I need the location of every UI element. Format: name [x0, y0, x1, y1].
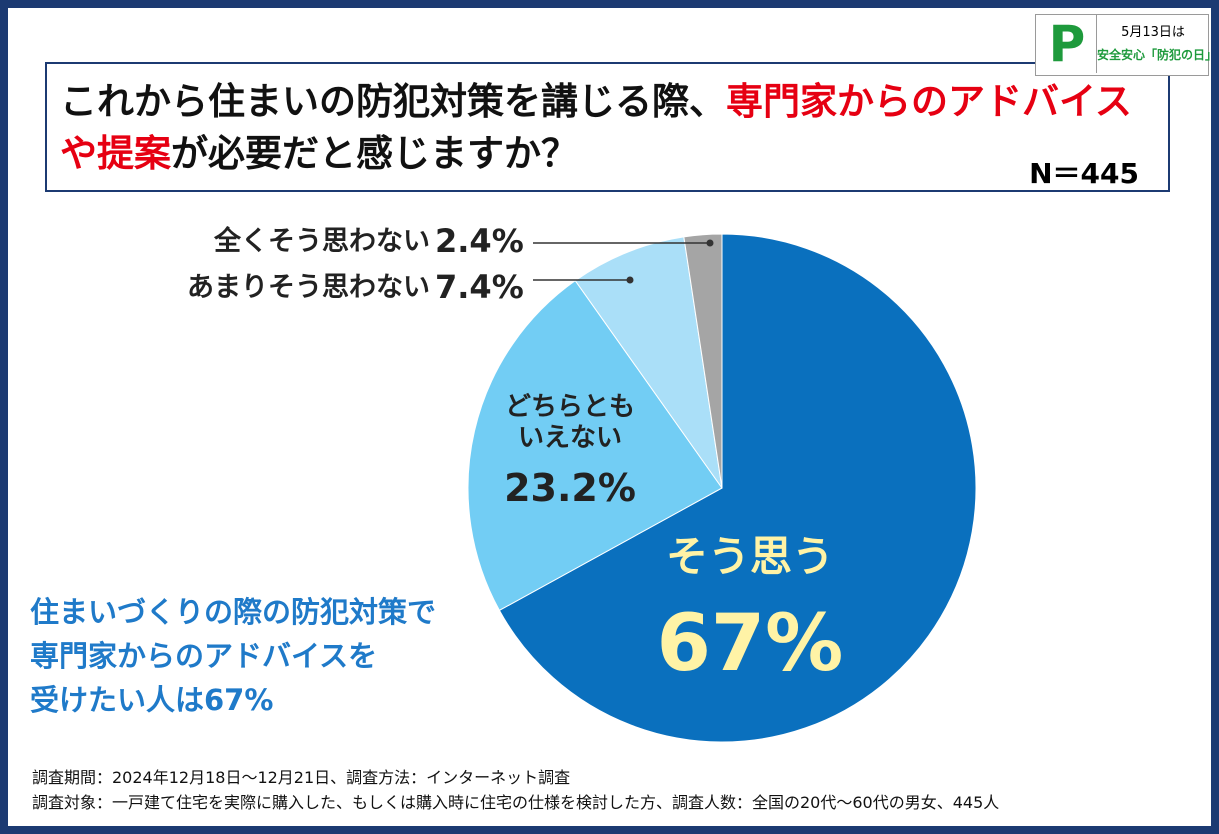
chart-title: これから住まいの防犯対策を講じる際、専門家からのアドバイスや提案が必要だと感じま…: [60, 76, 1132, 180]
value-label: 7.4%: [435, 268, 524, 306]
logo: P 5月13日は 安全安心「防犯の日」: [1035, 14, 1218, 76]
pie-slice: [467, 279, 723, 612]
annotation-line: 住まいづくりの際の防犯対策で: [30, 595, 437, 629]
title-part: これから住まいの防犯対策を講じる際、: [60, 80, 726, 123]
annotation-line: 受けたい人は67%: [30, 683, 274, 717]
sample-size: N＝445: [1029, 157, 1139, 190]
logo-line: 安全安心「防犯の日」: [1097, 48, 1218, 62]
logo-text: 5月13日は 安全安心「防犯の日」: [1096, 15, 1218, 73]
category-label: あまりそう思わない: [187, 272, 430, 303]
logo-letter: P: [1048, 15, 1086, 73]
value-label: 2.4%: [435, 222, 524, 260]
value-label: 67%: [656, 599, 844, 689]
footnotes: 調査期間：2024年12月18日～12月21日、調査方法：インターネット調査 調…: [32, 765, 999, 815]
annotation: 住まいづくりの際の防犯対策で 専門家からのアドバイスを 受けたい人は67%: [30, 590, 436, 722]
leader-dot: [706, 239, 714, 247]
title-part: や提案: [60, 132, 171, 175]
title-box: [45, 62, 1170, 192]
logo-line: 5月13日は: [1121, 25, 1185, 40]
title-part: 専門家からのアドバイス: [726, 80, 1132, 123]
category-label: そう思う: [665, 532, 834, 581]
leader-dot: [626, 276, 634, 284]
pie-slice: [498, 233, 977, 743]
value-label: 23.2%: [504, 466, 636, 510]
pie-slice: [683, 233, 723, 489]
category-label: どちらとも いえない: [504, 392, 635, 454]
footnote: 調査期間：2024年12月18日～12月21日、調査方法：インターネット調査: [32, 768, 571, 787]
category-label: 全くそう思わない: [214, 226, 430, 257]
annotation-line: 専門家からのアドバイスを: [30, 639, 378, 673]
title-part: が必要だと感じますか？: [171, 132, 578, 175]
footnote: 調査対象：一戸建て住宅を実際に購入した、もしくは購入時に住宅の仕様を検討した方、…: [32, 793, 1000, 812]
